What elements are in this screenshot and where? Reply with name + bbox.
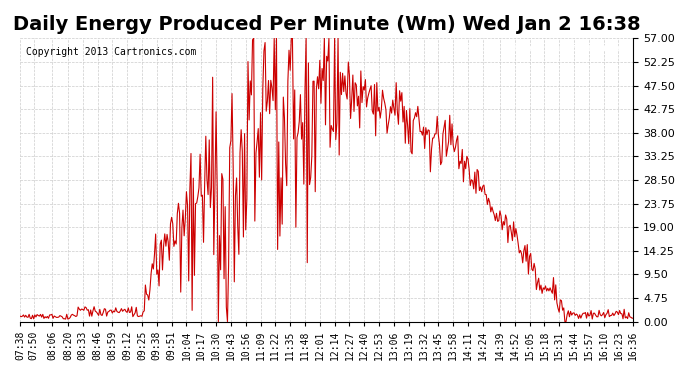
Text: Copyright 2013 Cartronics.com: Copyright 2013 Cartronics.com xyxy=(26,47,197,57)
Title: Daily Energy Produced Per Minute (Wm) Wed Jan 2 16:38: Daily Energy Produced Per Minute (Wm) We… xyxy=(13,15,640,34)
